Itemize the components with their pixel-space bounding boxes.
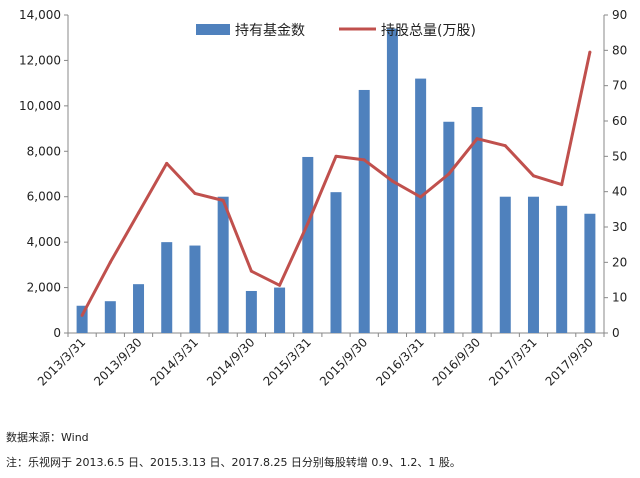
x-tick-label: 2016/3/31 xyxy=(373,335,426,388)
left-tick-label: 6,000 xyxy=(27,190,61,204)
x-tick-label: 2014/9/30 xyxy=(204,335,257,388)
bar xyxy=(471,106,483,333)
x-tick-label: 2017/9/30 xyxy=(543,335,596,388)
right-tick-label: 80 xyxy=(612,43,627,57)
line-point xyxy=(278,283,282,287)
bar xyxy=(330,192,342,333)
x-tick-label: 2015/9/30 xyxy=(317,335,370,388)
legend-line-label: 持股总量(万股) xyxy=(381,23,476,39)
bar xyxy=(499,196,511,333)
left-tick-label: 4,000 xyxy=(27,235,61,249)
right-tick-label: 30 xyxy=(612,220,627,234)
bar xyxy=(104,301,116,333)
x-tick-label: 2015/3/31 xyxy=(261,335,314,388)
line-point xyxy=(475,137,479,141)
bar xyxy=(358,89,370,333)
bar xyxy=(527,196,539,333)
line-point xyxy=(447,172,451,176)
right-tick-label: 50 xyxy=(612,149,627,163)
bar xyxy=(415,78,427,333)
line-point xyxy=(362,158,366,162)
line-point xyxy=(193,191,197,195)
source-note: 数据来源：Wind xyxy=(6,431,89,444)
line-point xyxy=(108,260,112,264)
line-point xyxy=(306,221,310,225)
right-tick-label: 10 xyxy=(612,291,627,305)
x-tick-label: 2013/3/31 xyxy=(35,335,88,388)
left-tick-label: 8,000 xyxy=(27,144,61,158)
x-tick-label: 2013/9/30 xyxy=(91,335,144,388)
right-tick-label: 20 xyxy=(612,255,627,269)
bar xyxy=(302,156,314,333)
bar xyxy=(161,242,173,333)
line-point xyxy=(221,199,225,202)
remark-note: 注：乐视网于 2013.6.5 日、2015.3.13 日、2017.8.25 … xyxy=(6,456,461,469)
bar xyxy=(556,205,568,333)
bar xyxy=(217,196,229,333)
left-tick-label: 14,000 xyxy=(19,8,61,22)
line-point xyxy=(419,195,423,199)
line-point xyxy=(588,50,592,54)
bar xyxy=(443,121,455,333)
bar xyxy=(189,245,201,333)
line-point xyxy=(560,183,564,187)
left-tick-label: 12,000 xyxy=(19,53,61,67)
x-tick-label: 2017/3/31 xyxy=(486,335,539,388)
bar xyxy=(245,290,257,333)
line-point xyxy=(137,211,141,215)
bar xyxy=(584,213,596,333)
left-tick-label: 2,000 xyxy=(27,281,61,295)
legend: 持有基金数 持股总量(万股) xyxy=(196,22,476,39)
line-point xyxy=(531,174,535,178)
right-tick-label: 60 xyxy=(612,114,627,128)
bar xyxy=(76,305,88,333)
line-series xyxy=(80,50,592,317)
right-tick-label: 0 xyxy=(612,326,620,340)
legend-bar-label: 持有基金数 xyxy=(235,22,305,39)
right-tick-label: 40 xyxy=(612,185,627,199)
x-tick-label: 2016/9/30 xyxy=(430,335,483,388)
bar xyxy=(133,284,145,333)
line-point xyxy=(165,161,169,165)
right-tick-label: 70 xyxy=(612,79,627,93)
left-tick-label: 0 xyxy=(53,326,61,340)
line-point xyxy=(390,179,394,183)
bar xyxy=(274,287,286,333)
line-point xyxy=(503,144,507,148)
bar-series xyxy=(76,28,596,333)
line-point xyxy=(80,313,84,317)
line-point xyxy=(334,154,338,158)
left-tick-label: 10,000 xyxy=(19,99,61,113)
line-point xyxy=(249,269,253,273)
right-tick-label: 90 xyxy=(612,8,627,22)
x-tick-label: 2014/3/31 xyxy=(148,335,201,388)
legend-bar-swatch xyxy=(196,24,230,35)
chart: 0 2,000 4,000 6,000 8,000 10,000 12,000 14,000 0… xyxy=(19,8,627,389)
